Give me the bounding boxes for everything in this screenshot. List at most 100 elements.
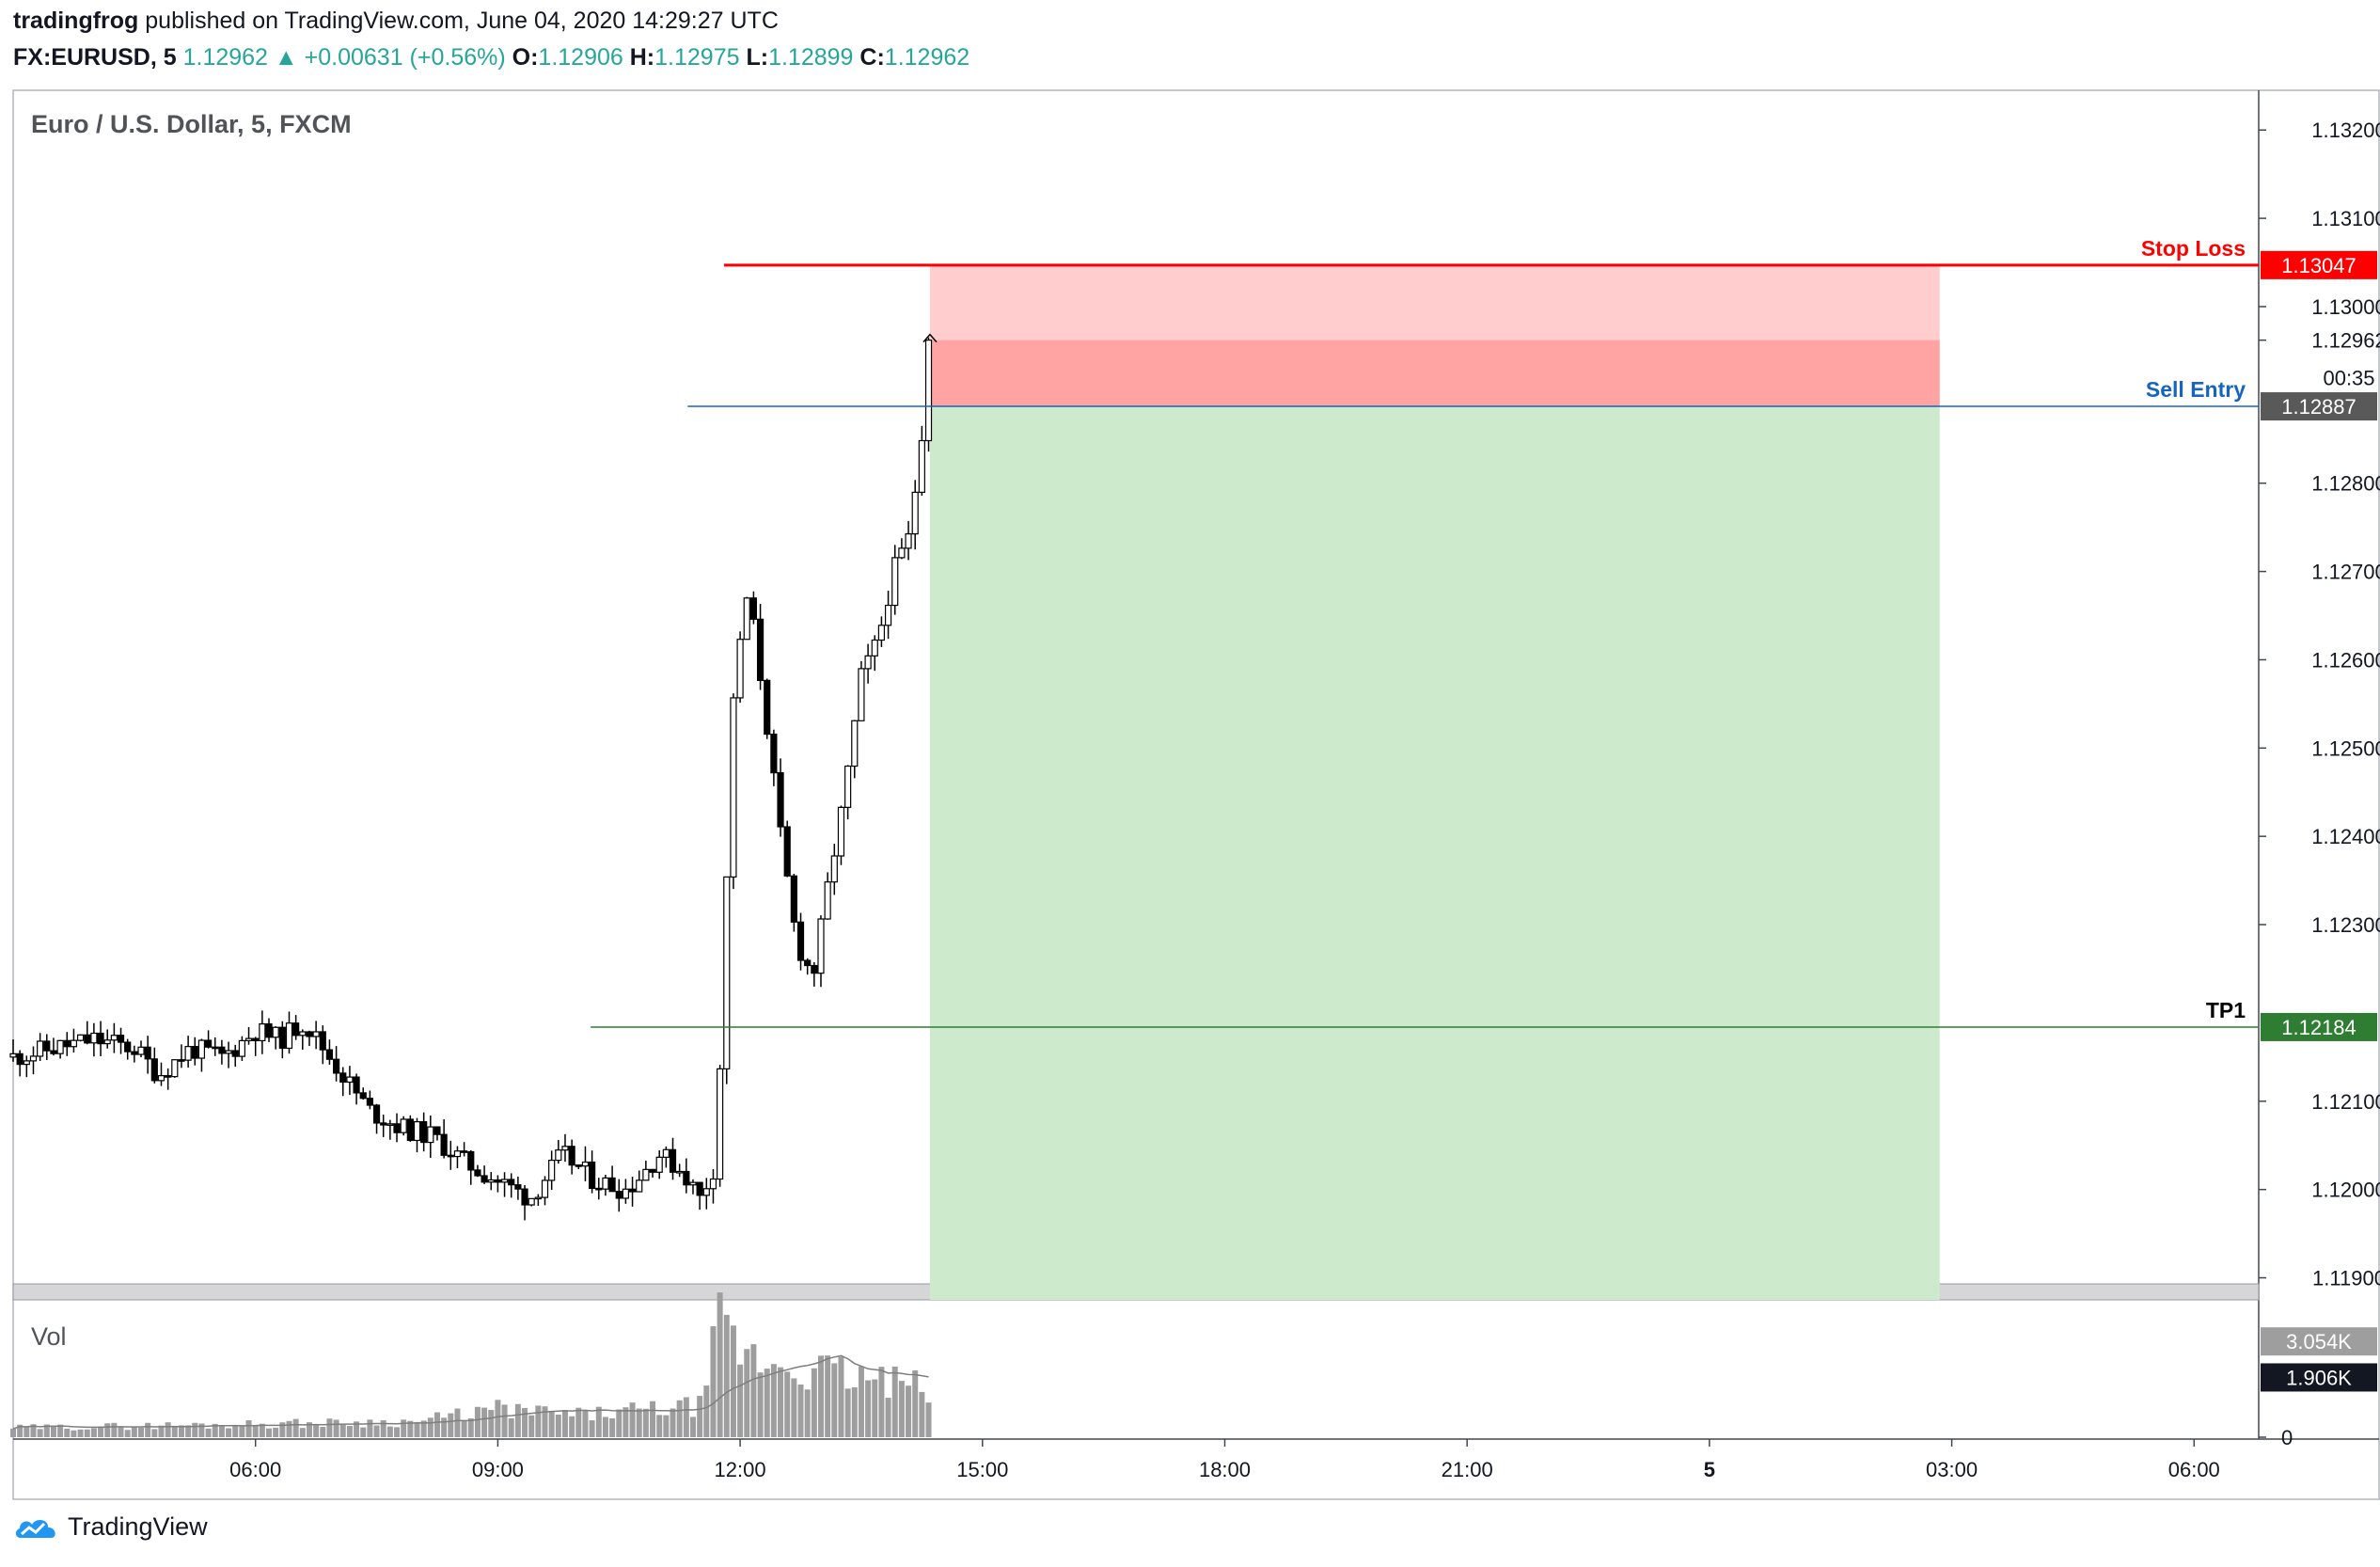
candle (63, 1032, 71, 1056)
candle-body (877, 625, 886, 641)
candle (97, 1021, 104, 1056)
candle-body (851, 720, 859, 768)
close-value: 1.12962 (884, 44, 970, 71)
candle (144, 1036, 151, 1074)
candle-body (487, 1179, 495, 1183)
volume-bar (650, 1401, 656, 1437)
candle-body (372, 1104, 381, 1124)
candle (461, 1142, 468, 1157)
volume-bar (542, 1406, 548, 1437)
volume-bar (791, 1378, 797, 1437)
candle-body (110, 1035, 118, 1041)
volume-bar (299, 1428, 306, 1437)
candle (157, 1062, 165, 1086)
volume-bar (778, 1367, 784, 1437)
volume-bar (528, 1415, 535, 1437)
volume-bar (10, 1428, 16, 1437)
y-tick-label: 1.12400 (2311, 825, 2380, 848)
volume-bar (185, 1425, 192, 1437)
candle-body (380, 1122, 387, 1126)
volume-bar (232, 1426, 239, 1437)
candle (137, 1040, 145, 1058)
candle (487, 1172, 495, 1191)
volume-bar (797, 1384, 804, 1437)
open-label: O: (512, 44, 539, 71)
x-tick-label: 09:00 (472, 1458, 524, 1481)
candle (924, 337, 933, 452)
candle (508, 1173, 515, 1198)
candle-body (413, 1121, 421, 1142)
candle-body (184, 1046, 192, 1061)
level-label-stop-loss: Stop Loss (2141, 236, 2246, 261)
volume-bar (245, 1420, 252, 1437)
volume-bar (158, 1425, 165, 1437)
candle-body (669, 1148, 677, 1173)
candle (864, 643, 872, 684)
candle (649, 1168, 656, 1179)
candle-body (602, 1177, 609, 1190)
volume-bar (124, 1430, 131, 1437)
candle-body (325, 1049, 334, 1060)
last-price: 1.12962 (182, 44, 268, 71)
candle (494, 1175, 501, 1193)
candle-body (244, 1037, 253, 1042)
chart-title: Euro / U.S. Dollar, 5, FXCM (31, 110, 352, 138)
candle (218, 1039, 226, 1065)
candle-body (312, 1031, 320, 1037)
candle-body (683, 1170, 690, 1186)
candle-body (359, 1092, 367, 1100)
candle-body (770, 733, 778, 774)
last-price-label: 1.12962 (2311, 329, 2380, 353)
author-name[interactable]: tradingfrog (13, 8, 139, 34)
candle (278, 1021, 286, 1059)
volume-bar (57, 1424, 64, 1437)
volume-bar (623, 1407, 629, 1437)
candle (447, 1140, 454, 1170)
candle (124, 1038, 132, 1060)
volume-bar (730, 1325, 736, 1437)
volume-bar (501, 1404, 508, 1437)
volume-bar (898, 1381, 905, 1437)
y-tick-label: 1.12600 (2311, 648, 2380, 672)
candle-body (292, 1022, 300, 1037)
candle-body (508, 1179, 515, 1186)
volume-bar (205, 1428, 212, 1437)
candle-body (723, 876, 731, 1069)
candle-body (548, 1159, 556, 1181)
candle-body (265, 1023, 273, 1038)
candle-body (500, 1179, 509, 1183)
candle-body (157, 1075, 165, 1082)
volume-bar (367, 1419, 373, 1437)
volume-bar (906, 1385, 912, 1437)
volume-bar (90, 1428, 97, 1437)
candle-body (764, 679, 771, 736)
volume-bar (394, 1427, 401, 1437)
volume-bar (642, 1408, 649, 1437)
volume-bar (354, 1421, 360, 1437)
candle-body (622, 1188, 630, 1199)
candle-body (63, 1039, 71, 1048)
candle-body (204, 1039, 213, 1048)
cloud-logo-icon (15, 1519, 55, 1538)
published-text: published on TradingView.com, June 04, 2… (145, 8, 779, 34)
candle (90, 1022, 98, 1057)
publish-info: tradingfrog published on TradingView.com… (13, 8, 779, 35)
volume-bar (569, 1416, 575, 1437)
volume-bar (192, 1422, 198, 1437)
x-tick-label: 03:00 (1926, 1458, 1978, 1481)
candle (252, 1037, 260, 1056)
candle (628, 1177, 637, 1207)
volume-ma-line (12, 1354, 929, 1430)
volume-bar (43, 1424, 50, 1437)
tradingview-logo[interactable]: TradingView (13, 1512, 208, 1542)
volume-bar (104, 1423, 111, 1437)
level-label-sell-entry: Sell Entry (2146, 377, 2246, 402)
volume-bar (448, 1413, 454, 1437)
volume-bar (24, 1426, 30, 1437)
candle (749, 591, 758, 625)
candle-body (844, 765, 852, 808)
candle (871, 635, 878, 672)
candle (481, 1165, 488, 1184)
last-price-arrow-icon (922, 333, 938, 343)
